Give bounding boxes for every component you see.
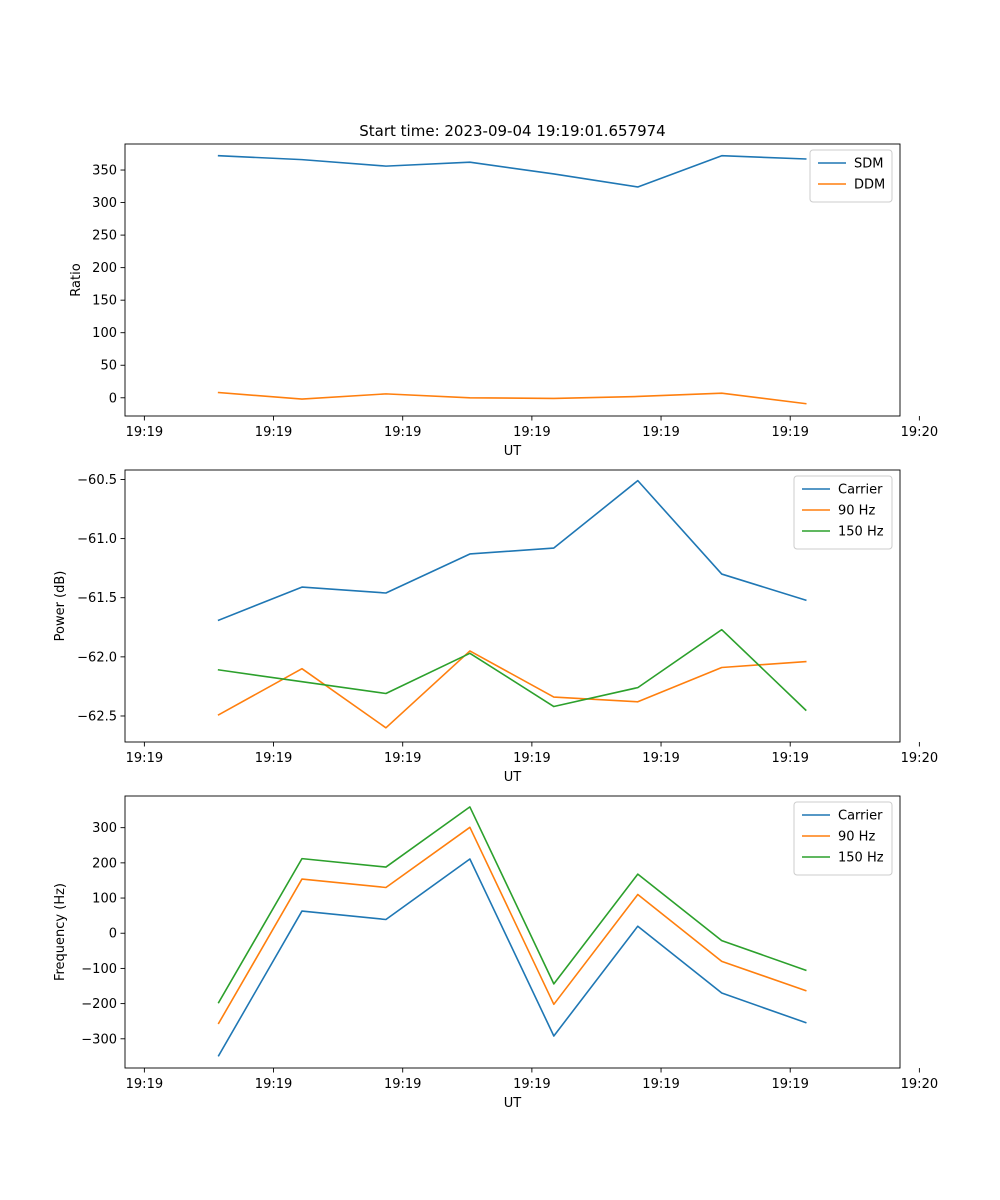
legend-label: Carrier xyxy=(838,483,883,498)
x-tick-label: 19:19 xyxy=(255,1077,292,1092)
series-line-carrier xyxy=(217,479,807,622)
legend-label: SDM xyxy=(854,157,883,172)
x-tick-label: 19:19 xyxy=(255,751,292,766)
y-tick-label: 200 xyxy=(92,261,117,276)
chart-panel-1: 19:19 19:19 19:19 19:19 19:19 19:19 19:20 0 50 10… xyxy=(69,143,938,459)
axes-frame xyxy=(124,469,901,743)
y-tick-label: −60.5 xyxy=(77,473,117,488)
chart-panel-2: 19:19 19:19 19:19 19:19 19:19 19:19 19:20 −62.5… xyxy=(53,469,938,785)
x-tick-label: 19:19 xyxy=(513,1077,550,1092)
legend-label: 90 Hz xyxy=(838,504,875,519)
legend-label: Carrier xyxy=(838,809,883,824)
legend: SDM DDM xyxy=(809,149,893,203)
y-tick-label: −200 xyxy=(81,997,117,1012)
y-tick-label: 350 xyxy=(92,164,117,179)
series-line-ddm xyxy=(217,391,807,405)
y-tick-label: 300 xyxy=(92,196,117,211)
x-tick-label: 19:19 xyxy=(126,751,163,766)
x-axis-label: UT xyxy=(504,1096,522,1111)
x-tick-label: 19:20 xyxy=(901,1077,938,1092)
y-tick-label: 200 xyxy=(92,856,117,871)
x-tick-label: 19:20 xyxy=(901,751,938,766)
x-tick-label: 19:19 xyxy=(771,425,808,440)
charts-container: 19:19 19:19 19:19 19:19 19:19 19:19 19:20 0 50 10… xyxy=(53,143,938,1111)
y-tick-label: 100 xyxy=(92,892,117,907)
x-tick-label: 19:19 xyxy=(771,751,808,766)
figure-title: Start time: 2023-09-04 19:19:01.657974 xyxy=(359,122,665,140)
x-tick-label: 19:19 xyxy=(642,1077,679,1092)
y-tick-label: 300 xyxy=(92,821,117,836)
x-axis-label: UT xyxy=(504,444,522,459)
legend: Carrier 90 Hz 150 Hz xyxy=(793,475,893,550)
y-tick-label: −300 xyxy=(81,1032,117,1047)
y-tick-label: −62.0 xyxy=(77,650,117,665)
series-line-150-hz xyxy=(217,628,807,712)
x-tick-label: 19:19 xyxy=(384,1077,421,1092)
legend-label: 150 Hz xyxy=(838,851,884,866)
legend-label: 90 Hz xyxy=(838,830,875,845)
series-line-90-hz xyxy=(217,826,807,1025)
x-tick-label: 19:19 xyxy=(642,751,679,766)
y-tick-label: −100 xyxy=(81,962,117,977)
x-tick-label: 19:20 xyxy=(901,425,938,440)
y-tick-label: −61.5 xyxy=(77,591,117,606)
y-axis-label: Ratio xyxy=(69,263,84,296)
axes-frame xyxy=(124,143,901,417)
y-tick-label: 150 xyxy=(92,294,117,309)
y-tick-label: −61.0 xyxy=(77,532,117,547)
y-tick-label: 0 xyxy=(109,927,117,942)
series-lines xyxy=(217,806,807,1057)
x-tick-label: 19:19 xyxy=(126,1077,163,1092)
chart-panel-3: 19:19 19:19 19:19 19:19 19:19 19:19 19:20 −300 −… xyxy=(53,795,938,1111)
x-tick-label: 19:19 xyxy=(642,425,679,440)
series-line-90-hz xyxy=(217,650,807,729)
x-tick-label: 19:19 xyxy=(513,751,550,766)
series-line-150-hz xyxy=(217,806,807,1004)
x-tick-label: 19:19 xyxy=(513,425,550,440)
x-axis-label: UT xyxy=(504,770,522,785)
y-axis-label: Frequency (Hz) xyxy=(53,883,68,981)
y-tick-label: 50 xyxy=(100,359,117,374)
series-lines xyxy=(217,479,807,729)
legend: Carrier 90 Hz 150 Hz xyxy=(793,801,893,876)
y-tick-label: −62.5 xyxy=(77,709,117,724)
y-axis-label: Power (dB) xyxy=(53,571,68,642)
legend-label: DDM xyxy=(854,178,885,193)
x-tick-label: 19:19 xyxy=(384,425,421,440)
y-tick-label: 100 xyxy=(92,326,117,341)
series-lines xyxy=(217,154,807,405)
x-tick-label: 19:19 xyxy=(255,425,292,440)
y-tick-label: 0 xyxy=(109,391,117,406)
legend-label: 150 Hz xyxy=(838,525,884,540)
axes-frame xyxy=(124,795,901,1069)
series-line-sdm xyxy=(217,154,807,188)
x-tick-label: 19:19 xyxy=(384,751,421,766)
y-tick-label: 250 xyxy=(92,229,117,244)
x-tick-label: 19:19 xyxy=(771,1077,808,1092)
x-tick-label: 19:19 xyxy=(126,425,163,440)
series-line-carrier xyxy=(217,858,807,1057)
